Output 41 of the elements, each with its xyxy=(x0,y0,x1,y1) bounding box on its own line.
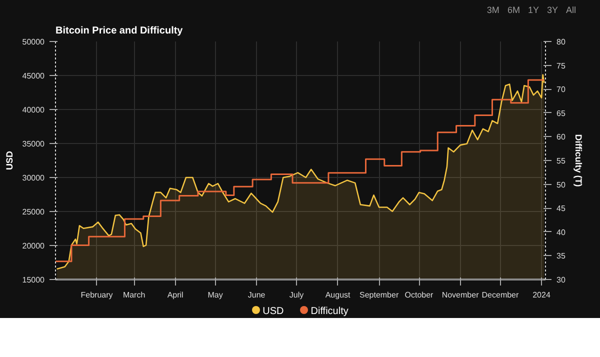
y-tick-label: 45000 xyxy=(22,72,46,80)
x-tick-label: April xyxy=(167,290,184,300)
text: 1Y xyxy=(528,5,539,15)
legend-label: Difficulty xyxy=(310,306,348,317)
y-tick-label: 35000 xyxy=(22,140,46,148)
text: 3Y xyxy=(546,5,558,15)
x-tick-label: October xyxy=(404,290,434,300)
y2-tick-label: 30 xyxy=(556,276,566,284)
y-tick-label: 25000 xyxy=(22,208,46,216)
x-tick-label: February xyxy=(80,290,113,300)
y2-tick-label: 35 xyxy=(556,252,566,261)
y2-tick-label: 80 xyxy=(556,38,566,46)
y2-tick-label: 60 xyxy=(556,132,566,142)
y2-tick-label: 55 xyxy=(556,156,566,166)
x-tick-label: July xyxy=(289,290,304,300)
y-tick-label: 30000 xyxy=(22,174,46,182)
text: 3M xyxy=(486,5,500,15)
legend-label: USD xyxy=(262,306,284,317)
y2-tick-label: 65 xyxy=(556,108,566,118)
y2-tick-label: 40 xyxy=(556,228,566,237)
y2-axis-title: Difficulty (T) xyxy=(573,134,584,187)
chart-title: Bitcoin Price and Difficulty xyxy=(56,26,184,36)
x-tick-label: June xyxy=(248,290,266,300)
y-tick-label: 20000 xyxy=(22,242,46,250)
x-tick-label: August xyxy=(325,290,352,300)
x-tick-label: March xyxy=(122,290,146,300)
x-tick-label: 2024 xyxy=(532,290,551,300)
x-tick-label: May xyxy=(208,290,223,300)
x-tick-label: September xyxy=(359,290,399,300)
x-tick-label: December xyxy=(482,290,520,300)
y-axis-title: USD xyxy=(4,150,14,170)
y2-tick-label: 45 xyxy=(556,204,566,214)
y2-tick-label: 50 xyxy=(556,180,566,190)
y2-tick-label: 70 xyxy=(556,85,566,94)
y2-tick-label: 75 xyxy=(556,61,566,70)
text: All xyxy=(566,5,576,15)
text: 6M xyxy=(507,5,520,15)
y-tick-label: 15000 xyxy=(22,276,46,284)
x-tick-label: November xyxy=(442,290,480,300)
y-tick-label: 40000 xyxy=(22,106,46,114)
y-tick-label: 50000 xyxy=(22,38,46,46)
